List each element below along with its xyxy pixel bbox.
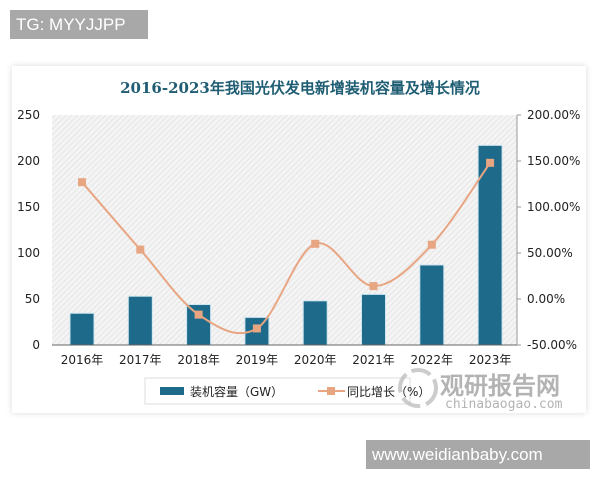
- legend-bar-label: 装机容量（GW）: [190, 384, 283, 399]
- growth-marker-2018年: [194, 310, 203, 319]
- growth-marker-2023年: [486, 158, 495, 167]
- plot-area: [52, 115, 517, 345]
- bar-2016年: [69, 312, 95, 346]
- bar-2021年: [361, 293, 386, 346]
- x-tick: 2019年: [236, 353, 279, 367]
- growth-marker-2022年: [427, 240, 436, 249]
- x-tick: 2023年: [469, 353, 512, 367]
- left-tick: 200: [17, 154, 40, 168]
- x-tick: 2016年: [61, 353, 104, 367]
- legend-bar-swatch: [160, 387, 184, 395]
- right-tick: 150.00%: [527, 154, 580, 168]
- right-tick: 100.00%: [527, 200, 580, 214]
- growth-marker-2021年: [369, 282, 378, 291]
- watermark-en: chinabaogao.com: [445, 397, 563, 412]
- bar-2020年: [302, 300, 328, 346]
- bar-2017年: [127, 295, 153, 346]
- growth-marker-2017年: [136, 245, 145, 254]
- legend: 装机容量（GW） 同比增长（%）: [144, 377, 430, 405]
- x-tick: 2017年: [119, 353, 162, 367]
- left-tick: 0: [32, 338, 40, 352]
- bar-2018年: [186, 304, 212, 346]
- right-tick: 0.00%: [527, 292, 565, 306]
- tag-label: TG: MYYJJPP: [10, 10, 148, 39]
- bar-2023年: [477, 144, 503, 346]
- legend-line-marker: [327, 387, 335, 395]
- chart-title: 2016-2023年我国光伏发电新增装机容量及增长情况: [120, 79, 480, 97]
- x-tick: 2022年: [411, 353, 454, 367]
- growth-marker-2016年: [78, 178, 86, 187]
- left-tick: 150: [17, 200, 40, 214]
- site-label: www.weidianbaby.com: [366, 440, 590, 469]
- x-tick: 2018年: [177, 353, 220, 367]
- right-tick: 50.00%: [527, 246, 573, 260]
- bar-2022年: [419, 264, 445, 346]
- right-tick: -50.00%: [527, 338, 577, 352]
- growth-marker-2020年: [311, 239, 320, 248]
- legend-line-label: 同比增长（%）: [347, 385, 430, 399]
- growth-marker-2019年: [252, 324, 261, 333]
- x-tick: 2021年: [352, 353, 395, 367]
- x-tick: 2020年: [294, 353, 337, 367]
- left-tick: 250: [17, 108, 40, 122]
- left-tick: 50: [25, 292, 40, 306]
- watermark-cn: 观研报告网: [440, 372, 560, 400]
- right-tick: 200.00%: [527, 108, 580, 122]
- left-tick: 100: [17, 246, 40, 260]
- watermark: 观研报告网 chinabaogao.com: [398, 368, 563, 412]
